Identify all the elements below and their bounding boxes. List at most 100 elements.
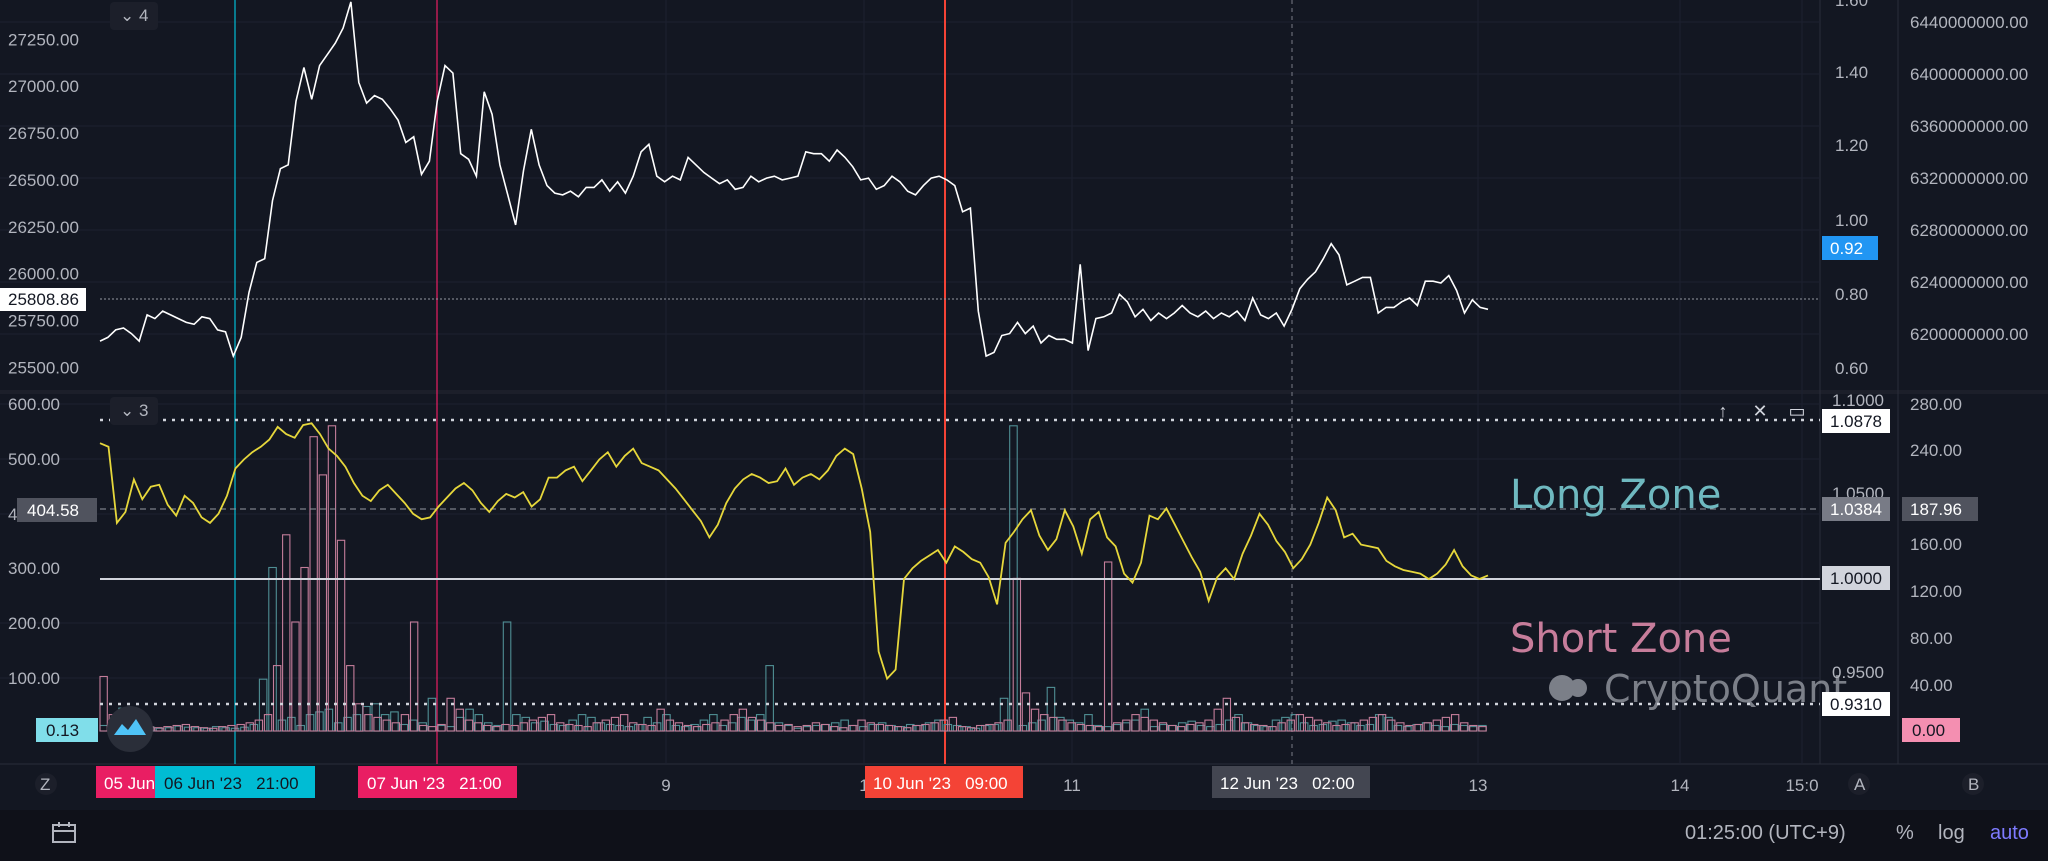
indicator-pane-series-count: 3	[138, 401, 149, 420]
time-axis-bar[interactable]	[0, 764, 2048, 810]
pink-bar	[1304, 716, 1314, 732]
maximize-pane-button[interactable]: ▭	[1784, 398, 1810, 424]
short-zone-label: Short Zone	[1510, 616, 1732, 662]
pink-bar	[866, 722, 875, 732]
pink-bar	[263, 714, 273, 732]
pink-bar	[1213, 708, 1222, 732]
pink-bar	[1432, 719, 1442, 732]
pink-bar	[364, 714, 373, 732]
time-axis[interactable]: 9 1 11 13 14 15:0	[661, 776, 1818, 795]
teal-bar	[1318, 723, 1328, 732]
left-indicator-tick: 300.00	[8, 559, 60, 578]
price-pane-legend-toggle[interactable]: ⌄ 4	[110, 2, 159, 30]
right-price-tick: 6320000000.00	[1910, 169, 2028, 188]
pink-bar	[318, 474, 328, 732]
tag-level-short-bg	[1822, 692, 1890, 716]
date-range-icon[interactable]	[50, 820, 80, 852]
arrow-up-icon: ↑	[1718, 401, 1728, 421]
right-price-tick: 6440000000.00	[1910, 13, 2028, 32]
tag-level-upper-text: 1.0878	[1830, 412, 1882, 431]
pink-bar	[1277, 722, 1286, 732]
teal-bar	[952, 724, 962, 732]
cryptoquant-logo[interactable]	[107, 706, 153, 752]
pink-bar	[455, 708, 464, 732]
pink-bar	[227, 724, 236, 732]
timezone-clock[interactable]: 01:25:00 (UTC+9)	[1685, 822, 1846, 844]
tag-left-price: 25808.86	[0, 288, 86, 311]
pink-bar	[1396, 722, 1405, 732]
pink-bar	[1240, 722, 1250, 732]
mid-price-tick: 0.60	[1835, 359, 1868, 378]
pink-bar	[1341, 723, 1350, 732]
pink-bar	[1158, 722, 1168, 732]
pink-bar	[848, 724, 857, 732]
pink-bar	[756, 719, 766, 732]
right-indicator-tick: 80.00	[1910, 629, 1953, 648]
pane-separator[interactable]	[0, 390, 2048, 394]
left-price-tick: 26750.00	[8, 124, 79, 143]
percent-scale-toggle[interactable]: %	[1896, 822, 1914, 844]
tag-level-long-text: 1.0384	[1830, 500, 1882, 519]
pink-bar	[1131, 714, 1140, 732]
pink-bar	[1469, 724, 1478, 732]
left-price-tick: 26500.00	[8, 171, 79, 190]
pink-bar	[556, 722, 565, 732]
pink-bar	[1286, 719, 1295, 732]
pink-bar	[1040, 714, 1049, 732]
scale-button-a[interactable]: A	[1848, 773, 1870, 795]
indicator-pane-legend-toggle[interactable]: ⌄ 3	[110, 397, 159, 425]
close-pane-button[interactable]: ✕	[1747, 398, 1773, 424]
pink-bar	[400, 714, 410, 732]
pink-bar	[1113, 722, 1122, 732]
pink-bar	[738, 708, 748, 732]
right-price-axis[interactable]: 6440000000.00 6400000000.00 6360000000.00 6…	[1910, 13, 2028, 344]
pink-bar	[820, 723, 830, 732]
pink-bar	[766, 722, 775, 732]
maximize-icon: ▭	[1788, 401, 1806, 421]
pink-bar	[1423, 722, 1432, 732]
pink-bar	[857, 719, 866, 732]
tag-level-short: 0.9310	[1822, 692, 1890, 716]
pink-bar	[501, 723, 510, 732]
scale-button-z[interactable]: Z	[35, 773, 57, 795]
right-price-tick: 6200000000.00	[1910, 325, 2028, 344]
right-indicator-axis[interactable]: 280.00 240.00 160.00 120.00 80.00 40.00	[1910, 395, 1962, 695]
auto-scale-toggle[interactable]: auto	[1990, 822, 2029, 844]
tag-right-long: 187.96	[1902, 497, 1978, 521]
pink-bar	[619, 714, 629, 732]
pink-bar	[1268, 726, 1277, 732]
left-price-axis[interactable]: 27250.00 27000.00 26750.00 26500.00 26250.00…	[8, 30, 79, 377]
pink-bar	[300, 566, 309, 732]
scale-button-b[interactable]: B	[1962, 773, 1984, 795]
tag-right-long-text: 187.96	[1910, 500, 1962, 519]
pink-bar	[1058, 719, 1067, 732]
price-series-line	[99, 1, 1489, 359]
pink-bar	[1259, 724, 1268, 732]
tag-mid-price: 0.92	[1822, 236, 1878, 260]
tag-left-indicator-bg	[17, 498, 97, 522]
tag-level-one: 1.0000	[1822, 566, 1890, 590]
time-label-07jun-bg	[358, 766, 517, 798]
log-scale-toggle[interactable]: log	[1938, 822, 1965, 844]
tag-right-bottom-text: 0.00	[1912, 721, 1945, 740]
pink-bar	[948, 716, 958, 732]
move-pane-up-button[interactable]: ↑	[1710, 398, 1736, 424]
tag-level-short-text: 0.9310	[1830, 695, 1882, 714]
pink-bar	[912, 724, 921, 732]
long-zone-label: Long Zone	[1510, 472, 1721, 518]
price-pane[interactable]	[99, 1, 1820, 359]
pink-bar	[802, 724, 811, 732]
mid-price-axis[interactable]: 1.60 1.40 1.20 1.00 0.80 0.60	[1835, 0, 1868, 378]
tag-left-bottom: 0.13	[36, 718, 98, 742]
scale-button-b-text: B	[1968, 775, 1979, 794]
pink-bar	[693, 726, 702, 732]
pink-bar	[391, 722, 401, 732]
left-price-tick: 26000.00	[8, 265, 79, 284]
scale-button-b-bg	[1962, 773, 1984, 795]
indicator-pane[interactable]: Long Zone Short Zone CryptoQuant	[99, 418, 1847, 732]
pink-bar	[930, 722, 939, 732]
tag-right-long-bg	[1902, 497, 1978, 521]
